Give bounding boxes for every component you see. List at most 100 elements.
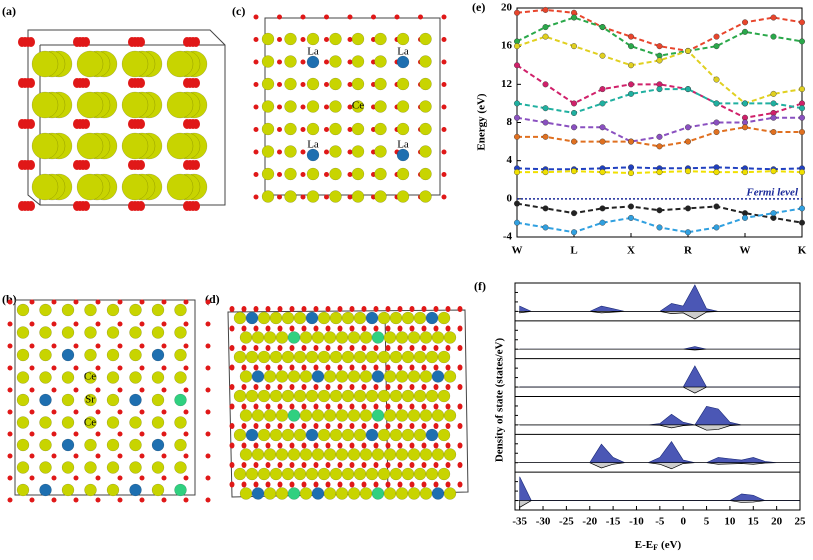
atom: [401, 467, 415, 481]
atom: [425, 467, 439, 481]
oxygen-atom: [337, 306, 343, 312]
atom: [245, 389, 259, 403]
oxygen-atom: [433, 345, 439, 351]
band-point: [770, 168, 777, 175]
atom: [351, 145, 365, 158]
oxygen-atom: [183, 201, 191, 211]
atom: [351, 122, 365, 136]
atom: [151, 326, 165, 339]
oxygen-atom: [385, 462, 391, 468]
oxygen-atom: [289, 345, 295, 351]
oxygen-atom: [139, 343, 145, 349]
band-point: [628, 81, 635, 88]
atom: [395, 487, 409, 500]
atom: [261, 122, 275, 136]
oxygen-atom: [325, 442, 331, 449]
oxygen-atom: [7, 321, 13, 327]
oxygen-atom: [300, 104, 306, 110]
oxygen-atom: [205, 321, 211, 327]
oxygen-atom: [117, 387, 123, 393]
atom: [281, 350, 295, 364]
atom: [351, 100, 365, 113]
oxygen-atom: [7, 387, 13, 393]
oxygen-atom: [51, 497, 57, 503]
atom: [389, 389, 403, 403]
band-point: [685, 138, 692, 145]
oxygen-atom: [229, 442, 235, 449]
atom: [383, 331, 397, 344]
oxygen-atom: [347, 14, 353, 20]
band-point: [770, 90, 777, 97]
atom-label: Ce: [352, 100, 364, 112]
band-point: [770, 14, 777, 21]
atom: [39, 393, 52, 407]
atom: [329, 55, 342, 68]
band-point: [685, 205, 692, 212]
oxygen-atom: [241, 423, 247, 429]
atom: [329, 311, 343, 325]
atom: [174, 348, 187, 362]
oxygen-atom: [95, 321, 101, 327]
oxygen-atom: [241, 345, 247, 351]
oxygen-atom: [373, 384, 379, 390]
atom: [311, 409, 325, 422]
band-point: [713, 76, 720, 83]
atom: [84, 303, 97, 317]
atom: [431, 370, 445, 383]
oxygen-atom: [128, 37, 136, 47]
panel-label: (f): [474, 279, 486, 293]
band-point: [770, 114, 777, 121]
atom: [151, 416, 165, 429]
oxygen-atom: [117, 343, 123, 349]
oxygen-atom: [139, 409, 145, 415]
oxygen-atom: [445, 325, 451, 332]
atom-label: La: [307, 139, 319, 151]
atom: [419, 190, 432, 203]
atom: [233, 389, 247, 403]
oxygen-atom: [325, 403, 331, 410]
atom: [39, 416, 52, 429]
oxygen-atom: [397, 306, 403, 312]
x-tick-label: 5: [704, 516, 710, 528]
oxygen-atom: [349, 364, 355, 371]
oxygen-atom: [409, 345, 415, 351]
oxygen-atom: [409, 364, 415, 371]
oxygen-atom: [117, 365, 123, 371]
atom: [413, 389, 427, 403]
oxygen-atom: [361, 384, 367, 390]
atom: [431, 409, 445, 422]
x-tick-label: K: [798, 245, 807, 257]
oxygen-atom: [73, 321, 79, 327]
oxygen-atom: [29, 343, 35, 349]
oxygen-atom: [457, 423, 463, 429]
oxygen-atom: [183, 37, 191, 47]
oxygen-atom: [421, 481, 427, 488]
atom: [251, 487, 265, 500]
oxygen-atom: [421, 462, 427, 468]
oxygen-atom: [337, 345, 343, 351]
atom: [419, 32, 432, 46]
atom: [407, 370, 421, 383]
dos-spin-up: [519, 365, 800, 388]
atom: [353, 350, 367, 364]
atom: [383, 370, 397, 383]
band-point: [571, 168, 578, 175]
atom: [16, 348, 30, 362]
atom: [395, 409, 409, 422]
x-tick-label: 10: [724, 516, 736, 528]
band-point: [685, 168, 692, 175]
atom: [284, 55, 297, 68]
atom: [299, 370, 313, 383]
oxygen-atom: [7, 475, 13, 481]
oxygen-atom: [409, 325, 415, 332]
atom: [401, 311, 415, 325]
oxygen-atom: [241, 384, 247, 390]
atom: [84, 461, 97, 474]
oxygen-atom: [361, 306, 367, 312]
oxygen-atom: [73, 387, 79, 393]
atom: [263, 487, 277, 500]
band-point: [799, 169, 806, 176]
atom: [365, 428, 379, 442]
atom: [174, 303, 187, 317]
atom-label: La: [397, 46, 409, 58]
